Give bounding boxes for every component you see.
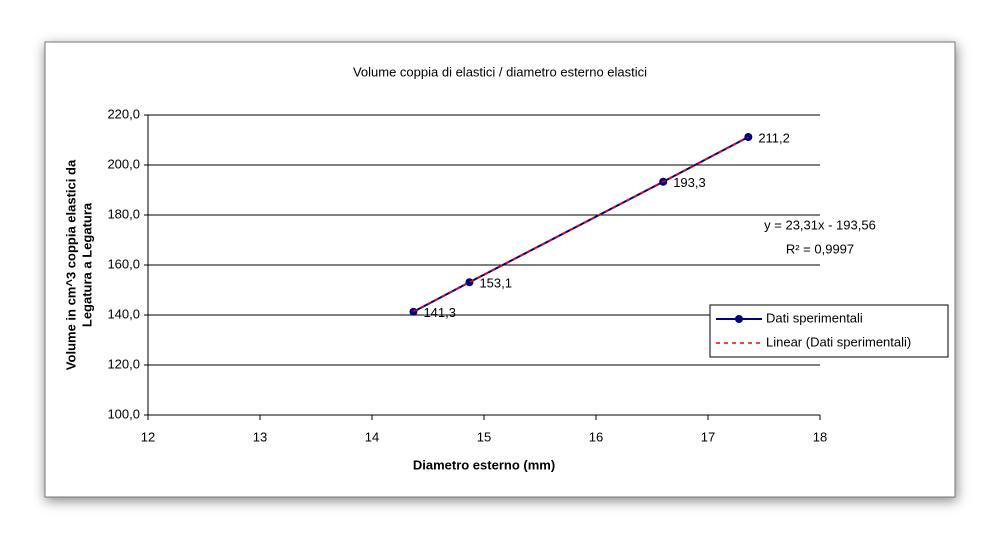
legend-box <box>709 304 949 358</box>
chart-card <box>44 41 956 498</box>
y-axis-label: Volume in cm^3 coppia elastici da Legatu… <box>63 159 94 370</box>
x-tick-label: 16 <box>589 429 603 444</box>
y-tick-label: 100,0 <box>107 406 140 421</box>
legend-label: Dati sperimentali <box>766 310 863 325</box>
y-tick-label: 140,0 <box>107 306 140 321</box>
legend-label: Linear (Dati sperimentali) <box>766 334 911 349</box>
y-tick-label: 180,0 <box>107 206 140 221</box>
legend-marker <box>735 315 743 323</box>
r-squared: R² = 0,9997 <box>786 241 854 256</box>
data-point <box>744 133 753 141</box>
x-tick-label: 17 <box>701 429 715 444</box>
trend-equation: y = 23,31x - 193,56 <box>764 217 876 232</box>
y-tick-label: 200,0 <box>107 156 140 171</box>
y-tick-label: 160,0 <box>107 256 140 271</box>
y-axis-label-line: Legatura a Legatura <box>79 202 94 327</box>
chart-title: Volume coppia di elastici / diametro est… <box>353 64 647 79</box>
trend-line <box>413 136 749 313</box>
x-tick-label: 18 <box>813 429 827 444</box>
data-label: 193,3 <box>673 175 706 190</box>
x-tick-label: 15 <box>477 429 491 444</box>
data-point <box>409 307 418 316</box>
data-point <box>465 278 474 287</box>
x-tick-label: 14 <box>365 429 379 444</box>
y-tick-label: 120,0 <box>107 356 140 371</box>
x-axis-label: Diametro esterno (mm) <box>413 457 555 472</box>
data-label: 211,2 <box>758 130 790 145</box>
data-label: 153,1 <box>479 276 512 291</box>
y-axis-label-line: Volume in cm^3 coppia elastici da <box>63 159 78 370</box>
x-tick-label: 12 <box>141 429 155 444</box>
x-tick-label: 13 <box>253 429 267 444</box>
data-label: 141,3 <box>423 305 456 320</box>
y-tick-label: 220,0 <box>107 106 140 121</box>
